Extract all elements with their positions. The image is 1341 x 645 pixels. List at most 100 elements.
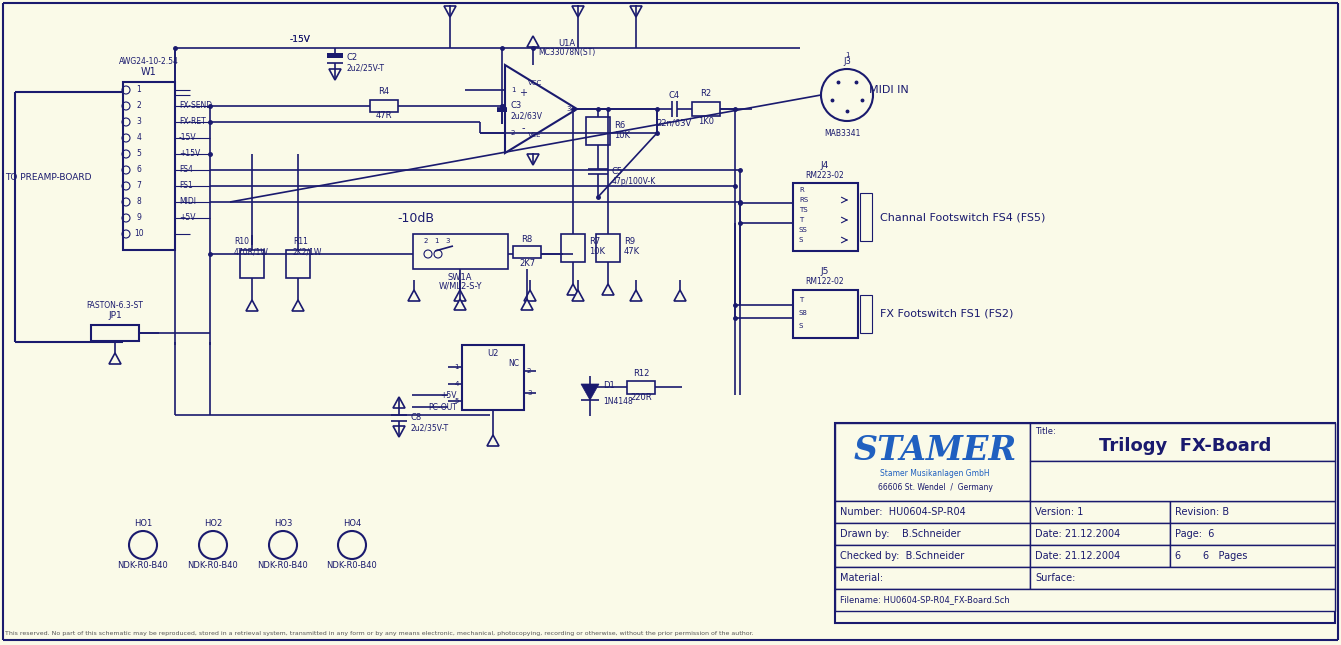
Text: Date: 21.12.2004: Date: 21.12.2004 <box>1035 551 1120 561</box>
Text: 470R/1W: 470R/1W <box>233 248 270 257</box>
Bar <box>1030 501 1169 523</box>
Text: MIDI: MIDI <box>178 197 196 206</box>
Bar <box>91 325 139 341</box>
Text: R: R <box>799 187 803 193</box>
Text: C8: C8 <box>410 413 422 422</box>
Text: Title:: Title: <box>1035 426 1055 435</box>
Text: 7: 7 <box>137 181 141 190</box>
Text: 22n/63V: 22n/63V <box>656 119 692 128</box>
Text: S: S <box>799 323 803 329</box>
Bar <box>463 345 524 410</box>
Text: 2K2/1W: 2K2/1W <box>292 248 322 257</box>
Bar <box>628 381 654 394</box>
Text: 6: 6 <box>137 166 141 175</box>
Polygon shape <box>455 290 467 301</box>
Polygon shape <box>602 284 614 295</box>
Text: -: - <box>522 123 524 133</box>
Text: SS: SS <box>799 227 807 233</box>
Text: NDK-R0-B40: NDK-R0-B40 <box>188 561 239 570</box>
Polygon shape <box>630 6 642 17</box>
Bar <box>1030 545 1169 567</box>
Text: VEE: VEE <box>528 132 542 138</box>
Text: U2: U2 <box>487 348 499 357</box>
Text: 2: 2 <box>527 368 531 374</box>
Text: FX-RET: FX-RET <box>178 117 205 126</box>
Bar <box>413 234 508 269</box>
Text: D1: D1 <box>603 381 614 390</box>
Polygon shape <box>292 300 304 311</box>
Bar <box>692 102 720 116</box>
Text: TO PREAMP-BOARD: TO PREAMP-BOARD <box>5 174 91 183</box>
Bar <box>498 108 507 112</box>
Text: 1: 1 <box>455 364 459 370</box>
Text: -15V: -15V <box>290 34 310 43</box>
Text: HO3: HO3 <box>274 519 292 528</box>
Text: 2: 2 <box>424 238 428 244</box>
Bar <box>835 545 1030 567</box>
Text: 1: 1 <box>845 52 849 58</box>
Text: 1: 1 <box>433 238 439 244</box>
Text: 3: 3 <box>445 238 451 244</box>
Text: 8: 8 <box>137 197 141 206</box>
Bar <box>835 523 1030 545</box>
Text: Checked by:  B.Schneider: Checked by: B.Schneider <box>839 551 964 561</box>
Text: TS: TS <box>799 207 807 213</box>
Text: NC: NC <box>508 359 519 368</box>
Text: This reserved. No part of this schematic may be reproduced, stored in a retrieva: This reserved. No part of this schematic… <box>5 631 754 635</box>
Text: -15V: -15V <box>178 134 197 143</box>
Text: -15V: -15V <box>290 35 310 45</box>
Text: Material:: Material: <box>839 573 884 583</box>
Text: W/ML2-S-Y: W/ML2-S-Y <box>439 281 481 290</box>
Text: C5: C5 <box>611 166 624 175</box>
Text: 2: 2 <box>137 101 141 110</box>
Bar <box>835 423 1030 501</box>
Bar <box>240 250 264 278</box>
Text: 220R: 220R <box>630 393 652 402</box>
Text: 66606 St. Wendel  /  Germany: 66606 St. Wendel / Germany <box>877 482 992 491</box>
Text: JP1: JP1 <box>109 310 122 319</box>
Polygon shape <box>527 154 539 165</box>
Polygon shape <box>527 36 539 47</box>
Text: J4: J4 <box>821 161 829 170</box>
Bar <box>1169 501 1336 523</box>
Text: RM223-02: RM223-02 <box>806 170 845 179</box>
Bar <box>286 250 310 278</box>
Polygon shape <box>393 426 405 437</box>
Text: 1K0: 1K0 <box>699 117 713 126</box>
Polygon shape <box>675 290 687 301</box>
Bar <box>123 82 174 250</box>
Bar <box>561 234 585 262</box>
Text: 3: 3 <box>527 390 531 396</box>
Text: 6       6   Pages: 6 6 Pages <box>1175 551 1247 561</box>
Text: MC33078N(ST): MC33078N(ST) <box>538 48 595 57</box>
Text: 5: 5 <box>455 398 459 404</box>
Bar <box>793 183 858 251</box>
Text: R2: R2 <box>700 88 712 97</box>
Bar <box>835 567 1030 589</box>
Text: Drawn by:    B.Schneider: Drawn by: B.Schneider <box>839 529 960 539</box>
Text: C3: C3 <box>511 101 522 110</box>
Text: MAB3341: MAB3341 <box>823 128 860 137</box>
Polygon shape <box>329 69 341 80</box>
Bar <box>860 193 872 241</box>
Text: NDK-R0-B40: NDK-R0-B40 <box>118 561 169 570</box>
Bar <box>1030 523 1169 545</box>
Bar <box>1030 567 1336 589</box>
Text: 1N4148: 1N4148 <box>603 397 633 406</box>
Bar <box>835 501 1030 523</box>
Polygon shape <box>581 384 599 400</box>
Text: R10: R10 <box>233 237 249 246</box>
Text: FX Footswitch FS1 (FS2): FX Footswitch FS1 (FS2) <box>880 309 1014 319</box>
Text: J3: J3 <box>843 57 852 66</box>
Text: 2K7: 2K7 <box>519 259 535 268</box>
Polygon shape <box>524 290 536 301</box>
Text: +5V: +5V <box>440 390 457 399</box>
Text: 2: 2 <box>511 130 515 136</box>
Text: Filename: HU0604-SP-R04_FX-Board.Sch: Filename: HU0604-SP-R04_FX-Board.Sch <box>839 595 1010 604</box>
Text: 1: 1 <box>511 87 515 93</box>
Text: RM122-02: RM122-02 <box>806 277 845 286</box>
Text: +15V: +15V <box>178 150 200 159</box>
Text: -10dB: -10dB <box>397 212 434 224</box>
Text: 2u2/63V: 2u2/63V <box>511 112 543 121</box>
Text: W1: W1 <box>141 67 157 77</box>
